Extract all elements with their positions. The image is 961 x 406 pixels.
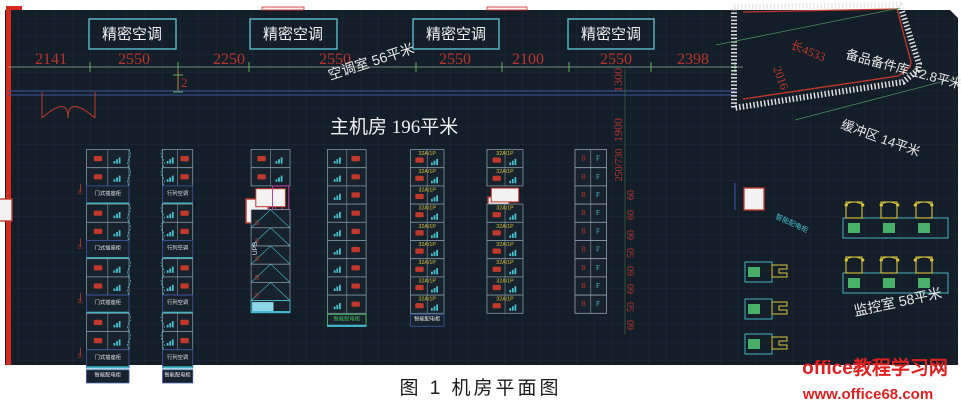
svg-text:B: B	[581, 227, 586, 235]
svg-text:32A/1P: 32A/1P	[496, 206, 514, 212]
svg-text:32A/1P: 32A/1P	[496, 260, 514, 266]
svg-text:门式插座柜: 门式插座柜	[95, 298, 122, 306]
svg-text:32A/1P: 32A/1P	[496, 224, 514, 230]
svg-text:32A/1P: 32A/1P	[419, 151, 437, 157]
svg-text:精密空调: 精密空调	[102, 26, 162, 43]
svg-text:智能配电柜: 智能配电柜	[334, 314, 361, 322]
svg-text:B: B	[581, 209, 586, 217]
svg-text:32A/1P: 32A/1P	[419, 242, 437, 248]
svg-text:B: B	[581, 191, 586, 199]
svg-text:32A/1P: 32A/1P	[496, 278, 514, 284]
svg-text:F: F	[596, 173, 600, 181]
svg-text:F: F	[596, 282, 600, 290]
svg-text:行列空调: 行列空调	[167, 189, 188, 197]
svg-text:32A/1P: 32A/1P	[496, 169, 514, 175]
svg-text:2398: 2398	[677, 51, 709, 68]
svg-text:32A/1P: 32A/1P	[496, 151, 514, 157]
svg-text:精密空调: 精密空调	[426, 26, 486, 43]
svg-text:2550: 2550	[600, 51, 632, 68]
svg-text:2L: 2L	[78, 354, 84, 360]
svg-text:2250: 2250	[213, 51, 245, 68]
svg-text:2L: 2L	[78, 299, 84, 305]
svg-text:60: 60	[626, 210, 637, 220]
svg-text:门式插座柜: 门式插座柜	[95, 244, 122, 252]
svg-text:B: B	[581, 246, 586, 254]
svg-text:B: B	[581, 300, 586, 308]
svg-text:2550: 2550	[118, 51, 150, 68]
svg-text:精密空调: 精密空调	[581, 26, 641, 43]
svg-text:B: B	[581, 155, 586, 163]
svg-text:2141: 2141	[35, 51, 67, 68]
svg-text:F: F	[596, 155, 600, 163]
svg-text:F: F	[596, 300, 600, 308]
svg-text:60: 60	[626, 266, 637, 276]
svg-text:32A/1P: 32A/1P	[496, 297, 514, 303]
svg-text:1300: 1300	[611, 68, 625, 92]
svg-text:32A/1P: 32A/1P	[419, 187, 437, 193]
svg-text:B: B	[255, 294, 259, 300]
svg-text:B: B	[581, 282, 586, 290]
svg-text:精密空调: 精密空调	[263, 26, 323, 43]
svg-text:智能配电柜: 智能配电柜	[414, 314, 441, 322]
svg-text:32A/1P: 32A/1P	[419, 206, 437, 212]
svg-text:B: B	[581, 264, 586, 272]
svg-text:50: 50	[626, 302, 637, 312]
svg-text:2: 2	[181, 75, 188, 90]
svg-text:B: B	[255, 275, 259, 281]
svg-text:60: 60	[626, 284, 637, 294]
svg-text:门式插座柜: 门式插座柜	[95, 189, 122, 197]
svg-text:60: 60	[626, 320, 637, 330]
svg-text:60: 60	[626, 230, 637, 240]
svg-text:50: 50	[626, 248, 637, 258]
svg-text:UPS: UPS	[252, 241, 259, 255]
svg-text:行列空调: 行列空调	[167, 244, 188, 252]
svg-text:B: B	[255, 257, 259, 263]
svg-text:2L: 2L	[78, 190, 84, 196]
svg-text:2100: 2100	[512, 51, 544, 68]
svg-text:32A/1P: 32A/1P	[419, 297, 437, 303]
svg-text:F: F	[596, 191, 600, 199]
svg-text:F: F	[596, 227, 600, 235]
svg-text:1900: 1900	[611, 118, 625, 142]
svg-text:2550: 2550	[439, 51, 471, 68]
svg-text:B: B	[255, 221, 259, 227]
svg-text:32A/1P: 32A/1P	[419, 260, 437, 266]
svg-text:32A/1P: 32A/1P	[496, 242, 514, 248]
svg-text:2L: 2L	[78, 245, 84, 251]
svg-text:F: F	[596, 246, 600, 254]
svg-text:32A/1P: 32A/1P	[419, 278, 437, 284]
svg-text:32A/1P: 32A/1P	[419, 169, 437, 175]
svg-text:250/730: 250/730	[614, 149, 625, 182]
svg-text:门式插座柜: 门式插座柜	[95, 353, 122, 361]
svg-text:32A/1P: 32A/1P	[419, 224, 437, 230]
svg-text:B: B	[581, 173, 586, 181]
svg-text:主机房 196平米: 主机房 196平米	[330, 116, 458, 138]
svg-text:F: F	[596, 264, 600, 272]
svg-text:行列空调: 行列空调	[167, 353, 188, 361]
svg-text:F: F	[596, 209, 600, 217]
svg-text:60: 60	[626, 190, 637, 200]
svg-text:行列空调: 行列空调	[167, 298, 188, 306]
